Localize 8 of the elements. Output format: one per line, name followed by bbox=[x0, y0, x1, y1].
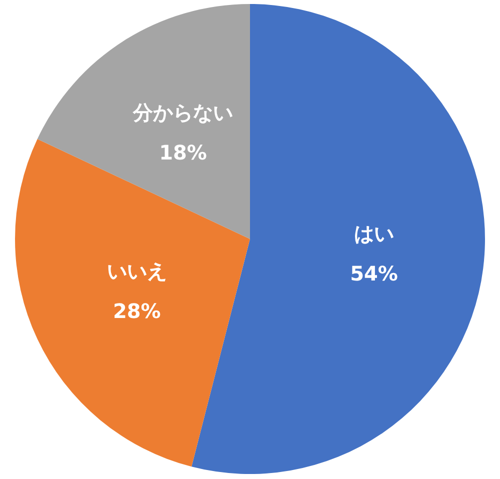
slice-label: はい bbox=[354, 222, 394, 246]
data-label: 18% bbox=[159, 140, 207, 164]
data-label: 28% bbox=[112, 299, 161, 324]
pie-slice bbox=[15, 138, 250, 467]
slice-label: 分からない bbox=[132, 100, 234, 124]
pie-slice bbox=[37, 4, 250, 239]
slice-label: いいえ bbox=[106, 259, 167, 284]
data-label: 54% bbox=[350, 262, 398, 286]
